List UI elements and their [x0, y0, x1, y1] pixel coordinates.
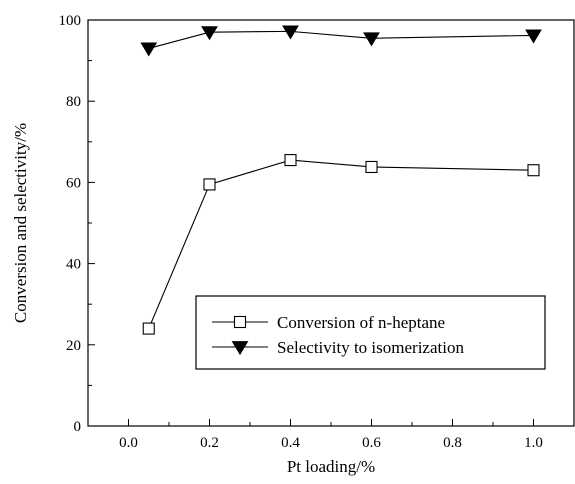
x-tick-label: 1.0 — [524, 435, 543, 451]
x-axis: 0.0 0.2 0.4 0.6 0.8 1.0 — [87, 419, 575, 451]
y-tick-label: 20 — [66, 338, 81, 354]
data-point — [201, 26, 218, 41]
data-point — [203, 178, 216, 191]
series-layer — [140, 25, 542, 335]
data-point — [140, 42, 158, 57]
x-tick-label: 0.2 — [200, 435, 219, 451]
data-point — [525, 29, 542, 44]
y-tick-label: 0 — [74, 419, 82, 435]
y-tick-label: 60 — [66, 175, 81, 191]
x-tick-label: 0.6 — [362, 435, 381, 451]
data-point — [527, 164, 540, 177]
legend: Conversion of n-heptane Selectivity to is… — [195, 295, 546, 370]
x-axis-title: Pt loading/% — [287, 457, 375, 476]
data-point — [363, 32, 380, 47]
legend-marker — [233, 315, 247, 329]
legend-marker — [231, 341, 249, 356]
legend-label: Selectivity to isomerization — [277, 338, 464, 357]
x-tick-label: 0.4 — [281, 435, 300, 451]
x-tick-label: 0.8 — [443, 435, 462, 451]
y-axis-title: Conversion and selectivity/% — [11, 123, 30, 323]
y-tick-label: 100 — [59, 13, 82, 29]
data-point — [282, 25, 299, 40]
legend-box — [195, 295, 546, 370]
data-point — [284, 154, 297, 167]
legend-items: Conversion of n-heptane Selectivity to is… — [212, 313, 464, 357]
data-point — [365, 160, 378, 174]
series-selectivity — [140, 25, 542, 57]
y-axis: 0 20 40 60 80 100 — [59, 13, 95, 435]
data-point — [142, 322, 155, 335]
legend-label: Conversion of n-heptane — [277, 313, 445, 332]
y-tick-label: 40 — [66, 257, 81, 273]
series-conversion — [142, 154, 540, 335]
x-tick-label: 0.0 — [119, 435, 138, 451]
y-tick-label: 80 — [66, 94, 81, 110]
